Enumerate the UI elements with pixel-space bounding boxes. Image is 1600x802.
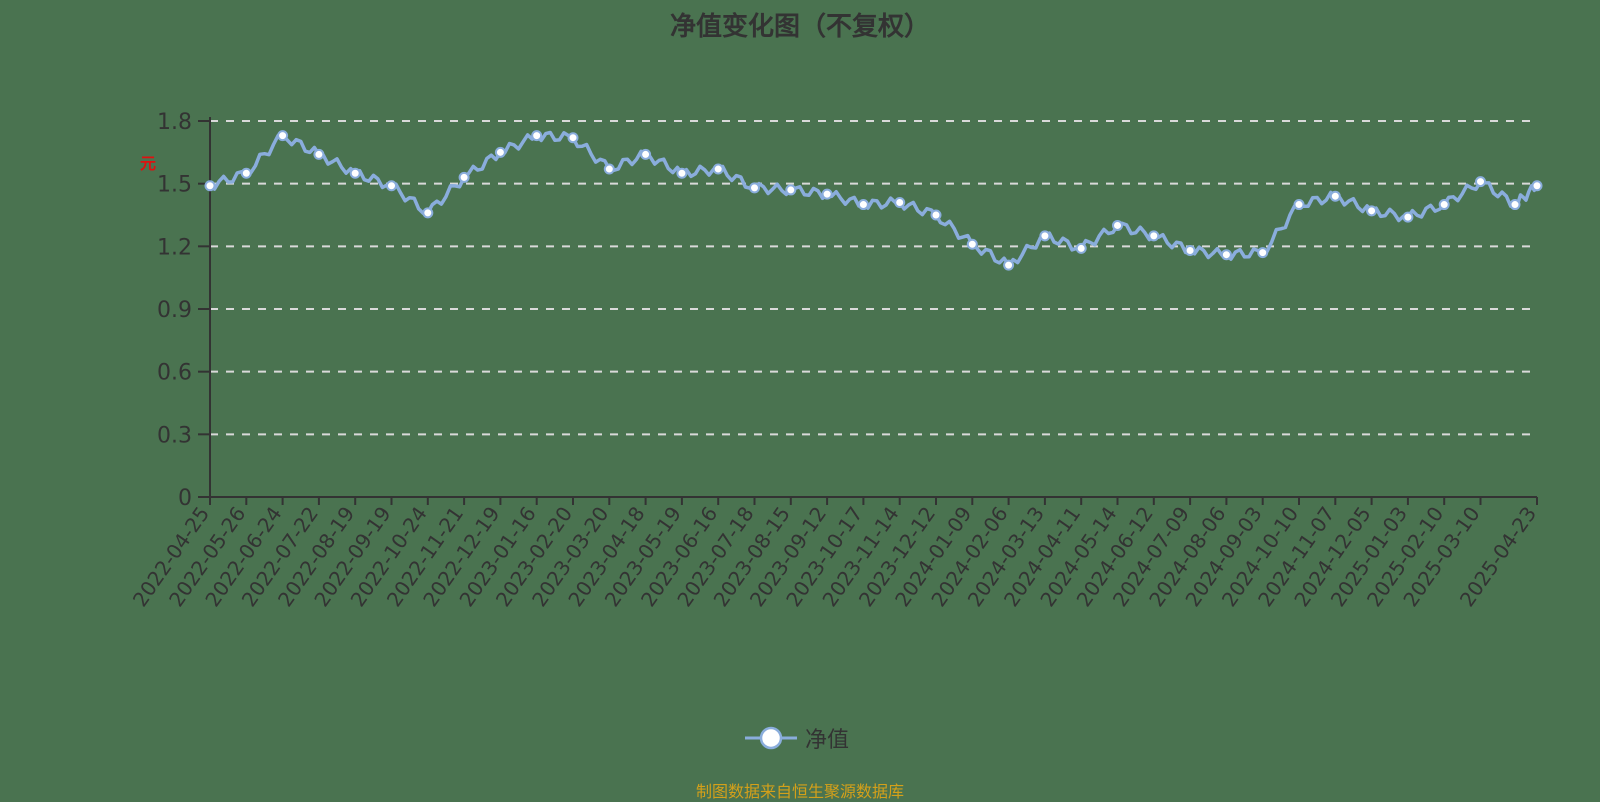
data-point-marker[interactable] <box>277 130 289 142</box>
data-point-marker[interactable] <box>930 209 942 221</box>
data-point-marker[interactable] <box>1075 242 1087 254</box>
y-tick-label: 0.3 <box>157 423 192 448</box>
y-axis-unit: 元 <box>140 154 157 173</box>
data-point-marker[interactable] <box>567 132 579 144</box>
data-point-marker[interactable] <box>712 163 724 175</box>
data-point-marker[interactable] <box>1329 190 1341 202</box>
data-point-marker[interactable] <box>603 163 615 175</box>
data-point-marker[interactable] <box>349 167 361 179</box>
data-point-marker[interactable] <box>749 182 760 194</box>
data-point-marker[interactable] <box>1039 230 1051 242</box>
data-point-marker[interactable] <box>1475 176 1486 188</box>
data-point-marker[interactable] <box>1112 219 1123 231</box>
y-tick-label: 0.6 <box>157 361 192 386</box>
data-point-marker[interactable] <box>894 196 906 208</box>
data-point-marker[interactable] <box>1509 199 1521 211</box>
y-tick-label: 1.8 <box>157 110 192 135</box>
y-tick-label: 0.9 <box>157 298 192 323</box>
data-point-marker[interactable] <box>1257 247 1269 259</box>
data-point-marker[interactable] <box>785 184 797 196</box>
y-tick-label: 1.2 <box>157 235 192 260</box>
data-point-marker[interactable] <box>204 180 216 192</box>
data-point-marker[interactable] <box>1531 180 1543 192</box>
data-point-marker[interactable] <box>1402 211 1414 223</box>
data-point-marker[interactable] <box>1220 249 1232 261</box>
nav-line <box>208 130 1539 267</box>
data-point-marker[interactable] <box>676 167 688 179</box>
data-point-marker[interactable] <box>966 238 978 250</box>
data-source-footer: 制图数据来自恒生聚源数据库 <box>695 782 904 801</box>
data-point-marker[interactable] <box>1148 230 1160 242</box>
chart-title: 净值变化图（不复权） <box>669 12 930 42</box>
legend[interactable]: 净值 <box>745 722 849 754</box>
data-point-marker[interactable] <box>1293 199 1305 211</box>
data-point-marker[interactable] <box>1003 259 1015 271</box>
legend-label: 净值 <box>805 728 850 753</box>
data-point-marker[interactable] <box>531 130 543 142</box>
data-point-marker[interactable] <box>422 207 434 219</box>
data-point-marker[interactable] <box>1438 199 1450 211</box>
data-point-marker[interactable] <box>1184 245 1196 257</box>
legend-marker-icon <box>745 726 797 750</box>
data-point-marker[interactable] <box>386 180 397 192</box>
data-point-marker[interactable] <box>458 171 470 183</box>
y-tick-label: 0 <box>178 486 192 511</box>
data-point-marker[interactable] <box>240 167 252 179</box>
data-point-marker[interactable] <box>640 148 652 160</box>
data-point-marker[interactable] <box>821 188 833 200</box>
data-point-marker[interactable] <box>494 146 506 158</box>
y-tick-label: 1.5 <box>157 173 192 198</box>
data-point-marker[interactable] <box>857 199 869 211</box>
data-point-marker[interactable] <box>313 148 325 160</box>
data-point-marker[interactable] <box>1366 205 1378 217</box>
